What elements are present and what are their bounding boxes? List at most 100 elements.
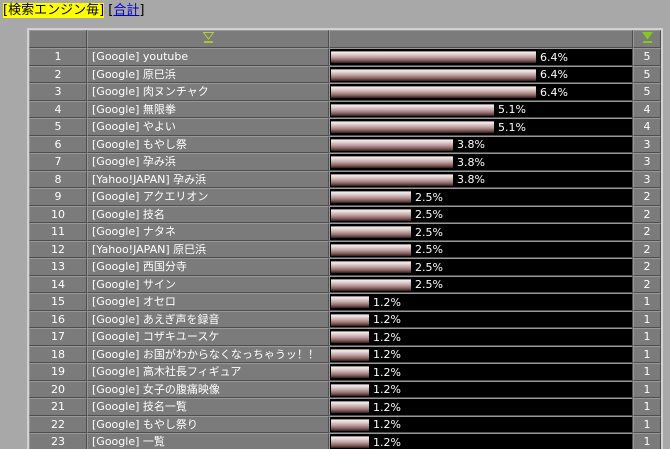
bar-cell: 3.8%	[329, 135, 633, 153]
bar-cell: 5.1%	[329, 100, 633, 118]
table-row: 7 [Google] 孕み浜 3.8% 3	[29, 153, 661, 171]
rank-cell: 8	[29, 170, 87, 188]
percentage-label: 1.2%	[373, 435, 401, 449]
funnel-filled-icon[interactable]	[641, 31, 654, 44]
keyword-cell: [Google] 孕み浜	[87, 153, 329, 171]
percentage-bar	[331, 208, 411, 221]
count-column-header	[633, 30, 661, 48]
table-row: 16 [Google] あえぎ声を録音 1.2% 1	[29, 310, 661, 328]
bar-cell: 2.5%	[329, 205, 633, 223]
keyword-cell: [Google] 西国分寺	[87, 258, 329, 276]
percentage-bar	[331, 401, 369, 413]
count-cell: 4	[633, 118, 661, 136]
percentage-label: 2.5%	[415, 243, 443, 256]
percentage-label: 2.5%	[415, 260, 443, 274]
rank-column-header	[29, 30, 87, 48]
percentage-label: 1.2%	[373, 348, 401, 361]
percentage-bar	[331, 138, 453, 151]
rank-cell: 10	[29, 205, 87, 223]
table-row: 6 [Google] もやし祭 3.8% 3	[29, 135, 661, 153]
keyword-cell: [Google] サイン	[87, 275, 329, 293]
table-row: 3 [Google] 肉ヌンチャク 6.4% 5	[29, 83, 661, 101]
table-row: 14 [Google] サイン 2.5% 2	[29, 275, 661, 293]
keyword-cell: [Google] youtube	[87, 48, 329, 66]
count-cell: 5	[633, 48, 661, 66]
keyword-cell: [Google] 高木社長フィギュア	[87, 363, 329, 381]
bar-cell: 6.4%	[329, 48, 633, 66]
count-cell: 3	[633, 170, 661, 188]
keyword-cell: [Google] 原巳浜	[87, 65, 329, 83]
percentage-bar	[331, 173, 453, 186]
keyword-cell: [Google] 女子の腹痛映像	[87, 380, 329, 398]
percentage-label: 2.5%	[415, 278, 443, 291]
percentage-bar	[331, 436, 369, 448]
table-row: 18 [Google] お国がわからなくなっちゃうッ！！ 1.2% 1	[29, 345, 661, 363]
view-tabs: [検索エンジン毎] [合計]	[3, 3, 144, 18]
percentage-bar	[331, 103, 494, 116]
table-row: 2 [Google] 原巳浜 6.4% 5	[29, 65, 661, 83]
rank-cell: 15	[29, 293, 87, 311]
bar-cell: 1.2%	[329, 415, 633, 433]
rank-cell: 23	[29, 433, 87, 449]
bar-cell: 2.5%	[329, 275, 633, 293]
table-row: 8 [Yahoo!JAPAN] 孕み浜 3.8% 3	[29, 170, 661, 188]
table-row: 19 [Google] 高木社長フィギュア 1.2% 1	[29, 363, 661, 381]
bar-cell: 1.2%	[329, 433, 633, 449]
table-row: 11 [Google] ナタネ 2.5% 2	[29, 223, 661, 241]
keyword-cell: [Google] 技名	[87, 205, 329, 223]
table-row: 10 [Google] 技名 2.5% 2	[29, 205, 661, 223]
table-row: 12 [Yahoo!JAPAN] 原巳浜 2.5% 2	[29, 240, 661, 258]
table-row: 15 [Google] オセロ 1.2% 1	[29, 293, 661, 311]
keyword-cell: [Google] 技名一覧	[87, 398, 329, 416]
percentage-label: 5.1%	[498, 103, 526, 116]
percentage-bar	[331, 296, 369, 308]
rank-cell: 4	[29, 100, 87, 118]
bar-cell: 6.4%	[329, 65, 633, 83]
rank-cell: 13	[29, 258, 87, 276]
rank-cell: 21	[29, 398, 87, 416]
funnel-outline-icon[interactable]	[201, 31, 215, 44]
bar-cell: 1.2%	[329, 363, 633, 381]
rank-cell: 7	[29, 153, 87, 171]
count-cell: 1	[633, 293, 661, 311]
table-header-row	[29, 30, 661, 48]
count-cell: 2	[633, 223, 661, 241]
count-cell: 1	[633, 415, 661, 433]
count-cell: 1	[633, 328, 661, 346]
tab-per-search-engine[interactable]: [検索エンジン毎]	[3, 3, 105, 18]
percentage-bar	[331, 331, 369, 343]
percentage-label: 2.5%	[415, 208, 443, 221]
percentage-label: 6.4%	[540, 68, 568, 81]
bar-cell: 1.2%	[329, 328, 633, 346]
keyword-cell: [Google] やよい	[87, 118, 329, 136]
percentage-bar	[331, 383, 369, 396]
bar-cell: 2.5%	[329, 188, 633, 206]
keyword-column-header	[87, 30, 329, 48]
count-cell: 1	[633, 310, 661, 328]
count-cell: 2	[633, 258, 661, 276]
percentage-label: 1.2%	[373, 365, 401, 379]
keyword-cell: [Google] オセロ	[87, 293, 329, 311]
keyword-cell: [Google] 肉ヌンチャク	[87, 83, 329, 101]
table-row: 17 [Google] コザキユースケ 1.2% 1	[29, 328, 661, 346]
rank-cell: 6	[29, 135, 87, 153]
percentage-bar	[331, 366, 369, 378]
percentage-label: 6.4%	[540, 85, 568, 99]
percentage-bar	[331, 86, 536, 98]
table-row: 22 [Google] もやし祭り 1.2% 1	[29, 415, 661, 433]
percentage-bar	[331, 191, 411, 203]
rank-cell: 12	[29, 240, 87, 258]
percentage-label: 2.5%	[415, 190, 443, 204]
rank-cell: 2	[29, 65, 87, 83]
table-row: 1 [Google] youtube 6.4% 5	[29, 48, 661, 66]
percentage-bar	[331, 313, 369, 326]
bar-cell: 1.2%	[329, 345, 633, 363]
count-cell: 2	[633, 205, 661, 223]
percentage-label: 6.4%	[540, 50, 568, 64]
rank-cell: 11	[29, 223, 87, 241]
percentage-bar	[331, 418, 369, 431]
rank-cell: 1	[29, 48, 87, 66]
tab-total-link[interactable]: 合計	[113, 3, 140, 18]
percentage-label: 3.8%	[457, 155, 485, 169]
table-row: 20 [Google] 女子の腹痛映像 1.2% 1	[29, 380, 661, 398]
